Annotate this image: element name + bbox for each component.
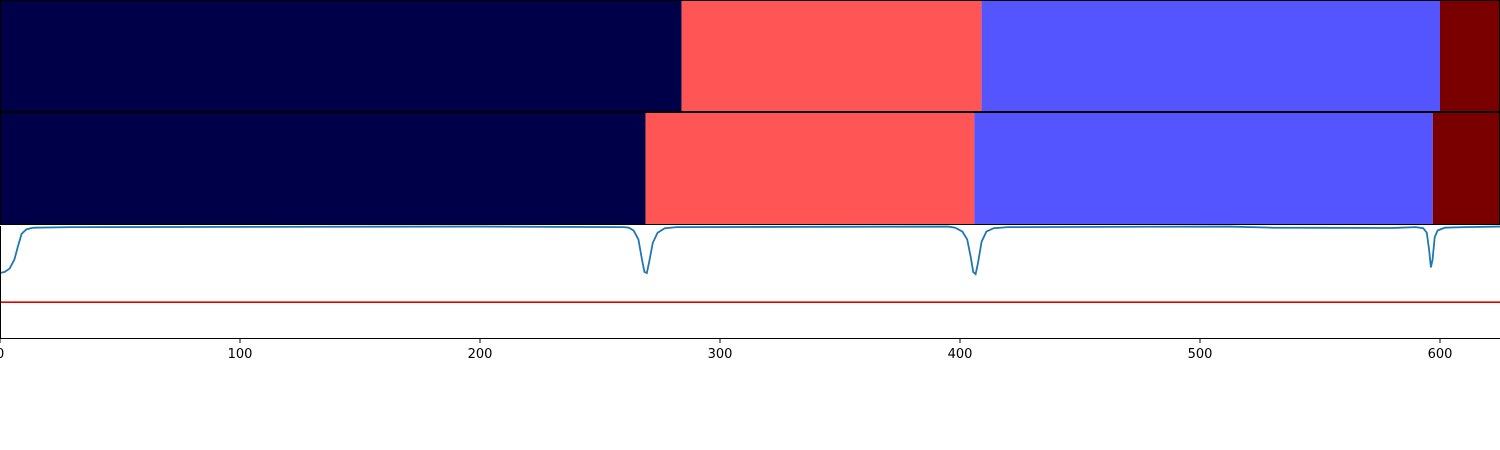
segment-row1-2 xyxy=(974,113,1433,225)
x-tick-label-6: 600 xyxy=(1428,347,1453,362)
segment-row1-3 xyxy=(1432,113,1500,225)
segment-row1-1 xyxy=(645,113,975,225)
signal-series-line xyxy=(0,225,1500,276)
x-tick-label-0: 0 xyxy=(0,347,4,362)
segmentation-row-top xyxy=(0,0,1500,112)
segment-row0-0 xyxy=(0,1,682,112)
segment-row0-2 xyxy=(981,1,1440,112)
x-axis: 0 100 200 300 400 500 600 xyxy=(0,338,1452,362)
signal-panel xyxy=(0,225,1500,339)
segment-row1-0 xyxy=(0,113,646,225)
x-tick-label-4: 400 xyxy=(948,347,973,362)
x-tick-label-1: 100 xyxy=(228,347,253,362)
x-tick-label-5: 500 xyxy=(1188,347,1213,362)
x-tick-label-3: 300 xyxy=(708,347,733,362)
segment-row0-3 xyxy=(1440,1,1500,112)
segment-row0-1 xyxy=(681,1,982,112)
x-tick-label-2: 200 xyxy=(468,347,493,362)
segmentation-row-bottom xyxy=(0,112,1500,225)
